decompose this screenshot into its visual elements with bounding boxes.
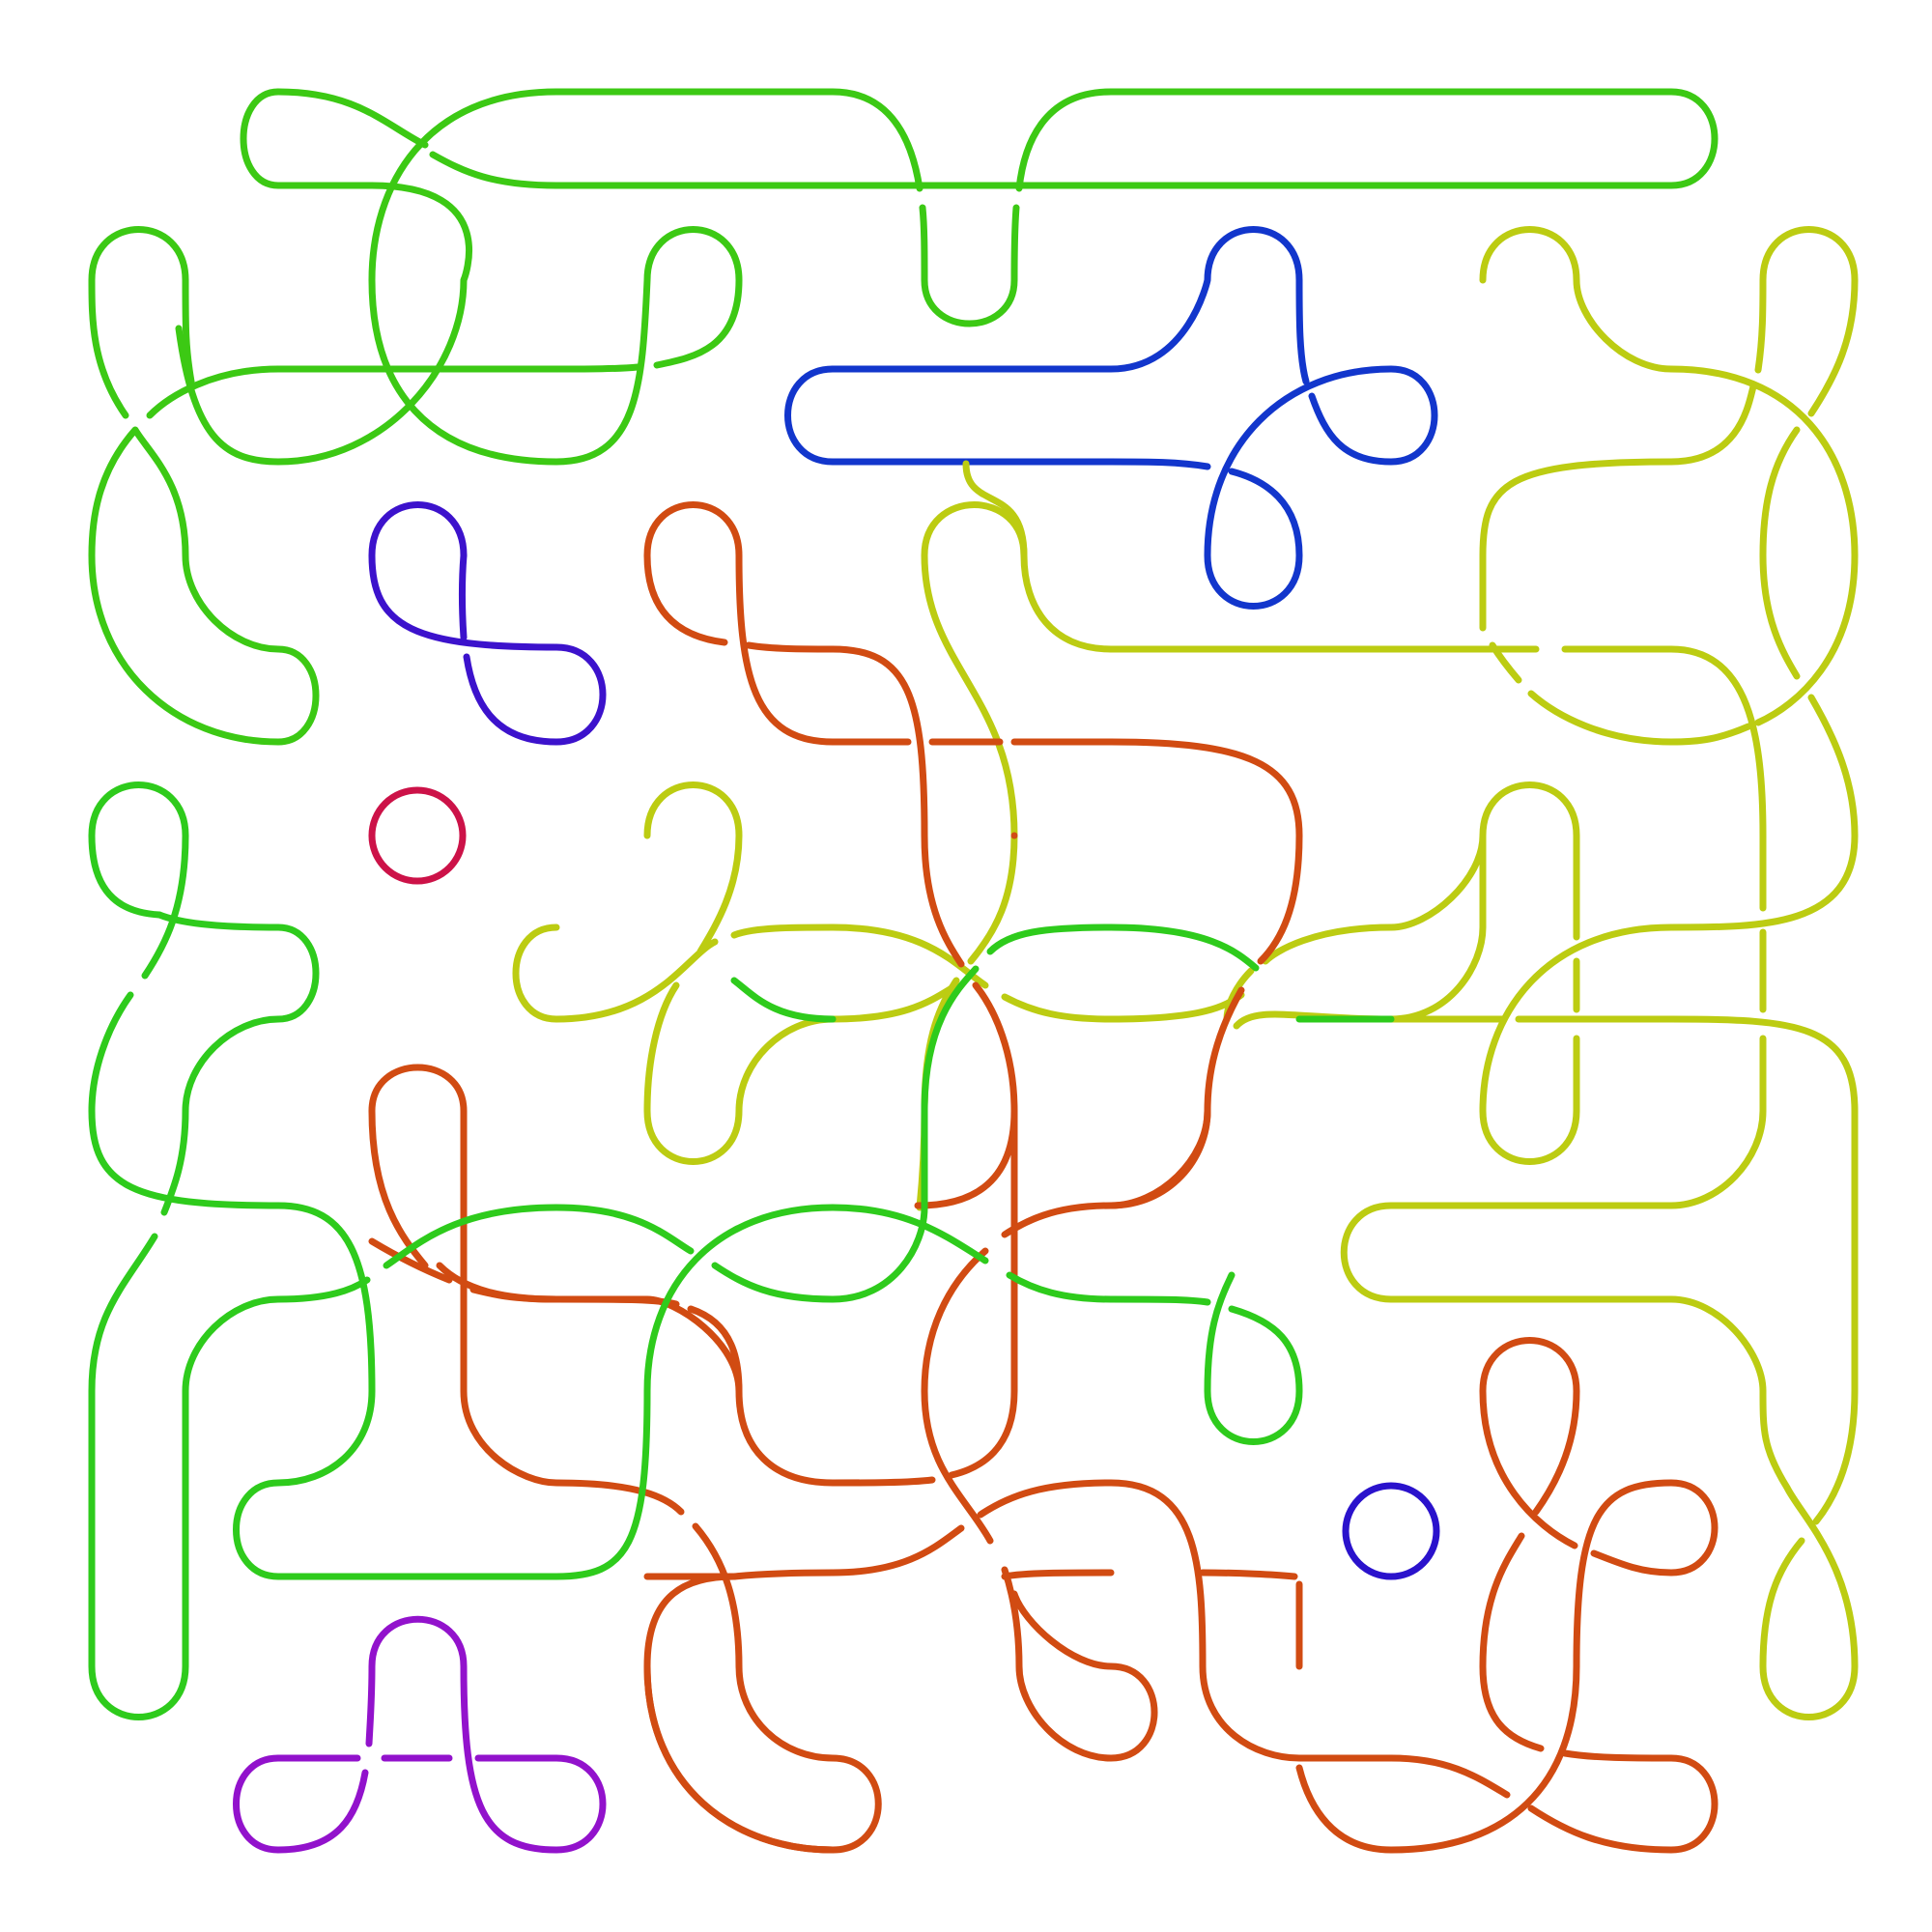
green-left-component <box>88 781 1395 1720</box>
orange-component <box>368 501 1719 1854</box>
green-large-component <box>88 88 1719 746</box>
yellow-green-component <box>512 501 1487 1211</box>
crimson-loop-component <box>368 786 467 885</box>
indigo-loop-component <box>368 501 607 746</box>
yellow-green-component <box>962 226 1859 1720</box>
blue-small-loop-component <box>1342 1482 1440 1580</box>
violet-component <box>233 1615 607 1854</box>
blue-component <box>784 226 1438 610</box>
